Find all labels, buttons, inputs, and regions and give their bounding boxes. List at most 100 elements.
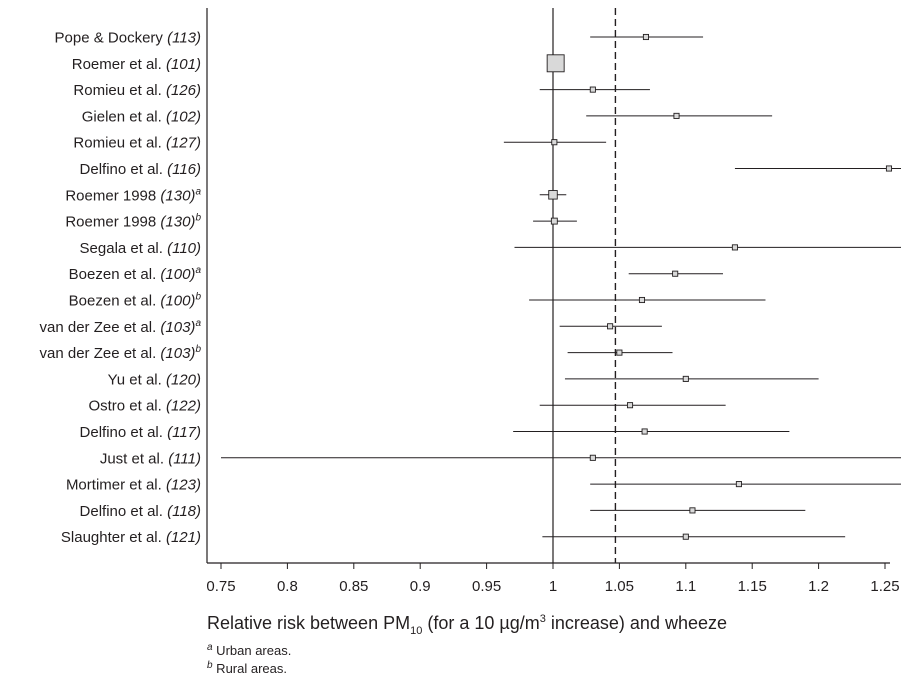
study-ref: (111) (168, 450, 201, 467)
x-tick-label: 0.95 (472, 578, 501, 595)
point-estimate (550, 217, 558, 225)
point-estimate (607, 323, 614, 330)
study-ref: (122) (166, 398, 201, 415)
study-ref: (126) (166, 82, 201, 99)
study-footnote-mark: b (195, 344, 201, 355)
point-estimate (548, 190, 558, 200)
study-label: Boezen et al. (100)b (69, 292, 202, 310)
study-ref: (116) (167, 161, 201, 178)
footnote-text: Rural areas. (213, 661, 287, 676)
study-label: Just et al. (111) (100, 450, 201, 467)
study-row: Delfino et al. (118) (80, 503, 806, 520)
study-row: Roemer 1998 (130)b (65, 213, 577, 231)
study-name: Delfino et al. (80, 503, 168, 520)
footnotes: a Urban areas. b Rural areas. (207, 642, 291, 676)
study-ref: (101) (166, 56, 201, 73)
study-label: Romieu et al. (127) (73, 135, 201, 152)
study-name: Segala et al. (80, 240, 168, 257)
study-ref: (127) (166, 135, 201, 152)
study-ref: (113) (167, 30, 201, 47)
study-label: Pope & Dockery (113) (55, 30, 201, 47)
study-row: Mortimer et al. (123) (66, 477, 901, 494)
study-footnote-mark: a (195, 265, 201, 276)
point-estimate (589, 86, 596, 93)
study-name: Roemer 1998 (65, 187, 160, 204)
study-name: Yu et al. (108, 371, 166, 388)
point-estimate (642, 33, 649, 41)
x-tick-label: 1 (549, 578, 557, 595)
study-ref: (100) (160, 293, 195, 310)
x-tick-label: 0.85 (339, 578, 368, 595)
study-label: Yu et al. (120) (108, 371, 201, 388)
study-ref: (103) (160, 319, 195, 336)
study-footnote-mark: a (195, 318, 201, 329)
study-row: Gielen et al. (102) (82, 108, 773, 125)
study-row: Delfino et al. (116) (80, 161, 901, 178)
x-axis-label: Relative risk between PM10 (for a 10 µg/… (207, 613, 727, 637)
study-row: Pope & Dockery (113) (55, 30, 704, 47)
point-estimate (589, 454, 596, 461)
point-estimate (672, 270, 679, 277)
study-row: Boezen et al. (100)b (69, 292, 766, 310)
point-estimate (626, 402, 634, 409)
study-label: Delfino et al. (117) (80, 424, 201, 441)
footnote: a Urban areas. (207, 642, 291, 658)
study-label: Delfino et al. (116) (80, 161, 201, 178)
study-label: Ostro et al. (122) (88, 398, 201, 415)
point-estimate (682, 533, 689, 540)
study-row: Romieu et al. (127) (73, 135, 607, 152)
study-ref: (120) (166, 371, 201, 388)
study-name: Pope & Dockery (55, 30, 168, 47)
x-axis-label-sub: 10 (410, 625, 422, 637)
study-row: Yu et al. (120) (108, 371, 819, 388)
point-estimate (689, 507, 696, 514)
study-name: Gielen et al. (82, 108, 166, 125)
x-tick-label: 0.8 (277, 578, 298, 595)
study-name: Mortimer et al. (66, 477, 166, 494)
study-row: Boezen et al. (100)a (69, 265, 723, 283)
study-name: Delfino et al. (80, 424, 168, 441)
x-axis-label-sup: 3 (540, 613, 546, 625)
study-name: Boezen et al. (69, 293, 161, 310)
study-label: Roemer 1998 (130)a (65, 186, 201, 204)
study-label: Roemer et al. (101) (72, 56, 201, 73)
study-name: Boezen et al. (69, 266, 161, 283)
x-axis-label-mid: (for a 10 µg/m (422, 613, 539, 633)
study-ref: (130) (160, 214, 195, 231)
footnote-mark: b (207, 660, 213, 671)
study-name: van der Zee et al. (40, 345, 161, 362)
x-tick-label: 1.1 (675, 578, 696, 595)
study-name: Delfino et al. (80, 161, 168, 178)
x-axis-label-pre: Relative risk between PM (207, 613, 410, 633)
x-tick-label: 1.25 (870, 578, 899, 595)
point-estimate (885, 165, 893, 172)
x-tick-label: 0.9 (410, 578, 431, 595)
study-label: Delfino et al. (118) (80, 503, 201, 520)
study-name: Just et al. (100, 450, 168, 467)
study-row: Ostro et al. (122) (88, 398, 726, 415)
study-row: Segala et al. (110) (80, 240, 901, 257)
x-axis-label-post: increase) and wheeze (546, 613, 727, 633)
x-tick-label: 1.15 (738, 578, 767, 595)
study-label: Slaughter et al. (121) (61, 529, 201, 546)
study-footnote-mark: a (195, 186, 201, 197)
point-estimate (682, 375, 689, 382)
footnote-mark: a (207, 642, 213, 653)
study-label: Romieu et al. (126) (73, 82, 201, 99)
study-ref: (123) (166, 477, 201, 494)
study-name: Romieu et al. (73, 135, 166, 152)
study-name: van der Zee et al. (40, 319, 161, 336)
study-row: van der Zee et al. (103)a (40, 318, 662, 336)
study-name: Ostro et al. (88, 398, 166, 415)
x-tick-label: 1.05 (605, 578, 634, 595)
point-estimate (673, 112, 680, 119)
study-label: Mortimer et al. (123) (66, 477, 201, 494)
study-ref: (118) (167, 503, 201, 520)
x-axis: 0.750.80.850.90.9511.051.11.151.21.251.3… (206, 562, 900, 595)
study-label: Segala et al. (110) (80, 240, 201, 257)
study-label: van der Zee et al. (103)a (40, 318, 202, 336)
study-row: Delfino et al. (117) (80, 424, 790, 441)
study-name: Slaughter et al. (61, 529, 166, 546)
study-ref: (100) (160, 266, 195, 283)
